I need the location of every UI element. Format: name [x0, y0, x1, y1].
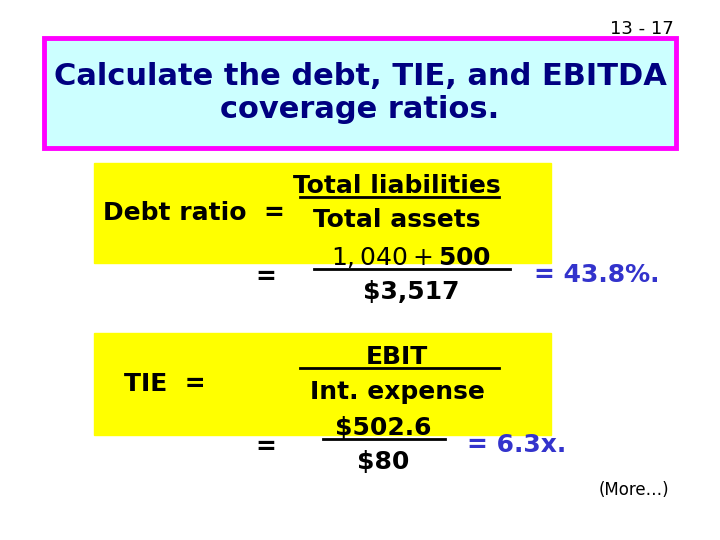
Text: $3,517: $3,517 [363, 280, 459, 304]
FancyBboxPatch shape [44, 38, 676, 148]
FancyBboxPatch shape [94, 333, 552, 435]
Text: $502.6: $502.6 [335, 416, 431, 440]
Text: EBIT: EBIT [366, 345, 428, 369]
Text: Calculate the debt, TIE, and EBITDA
coverage ratios.: Calculate the debt, TIE, and EBITDA cove… [53, 62, 667, 124]
Text: = 43.8%.: = 43.8%. [534, 263, 660, 287]
Text: Total assets: Total assets [313, 208, 481, 232]
Text: Int. expense: Int. expense [310, 380, 485, 404]
Text: Total liabilities: Total liabilities [293, 174, 501, 198]
Text: = 6.3x.: = 6.3x. [467, 433, 567, 457]
Text: =: = [256, 265, 276, 289]
FancyBboxPatch shape [94, 163, 552, 263]
Text: $80: $80 [357, 450, 409, 474]
Text: TIE  =: TIE = [125, 372, 206, 396]
Text: =: = [256, 435, 276, 459]
Text: 13 - 17: 13 - 17 [611, 20, 674, 38]
Text: $1,040 + $500: $1,040 + $500 [330, 246, 491, 271]
Text: Debt ratio  =: Debt ratio = [103, 201, 285, 225]
Text: (More…): (More…) [599, 481, 670, 499]
